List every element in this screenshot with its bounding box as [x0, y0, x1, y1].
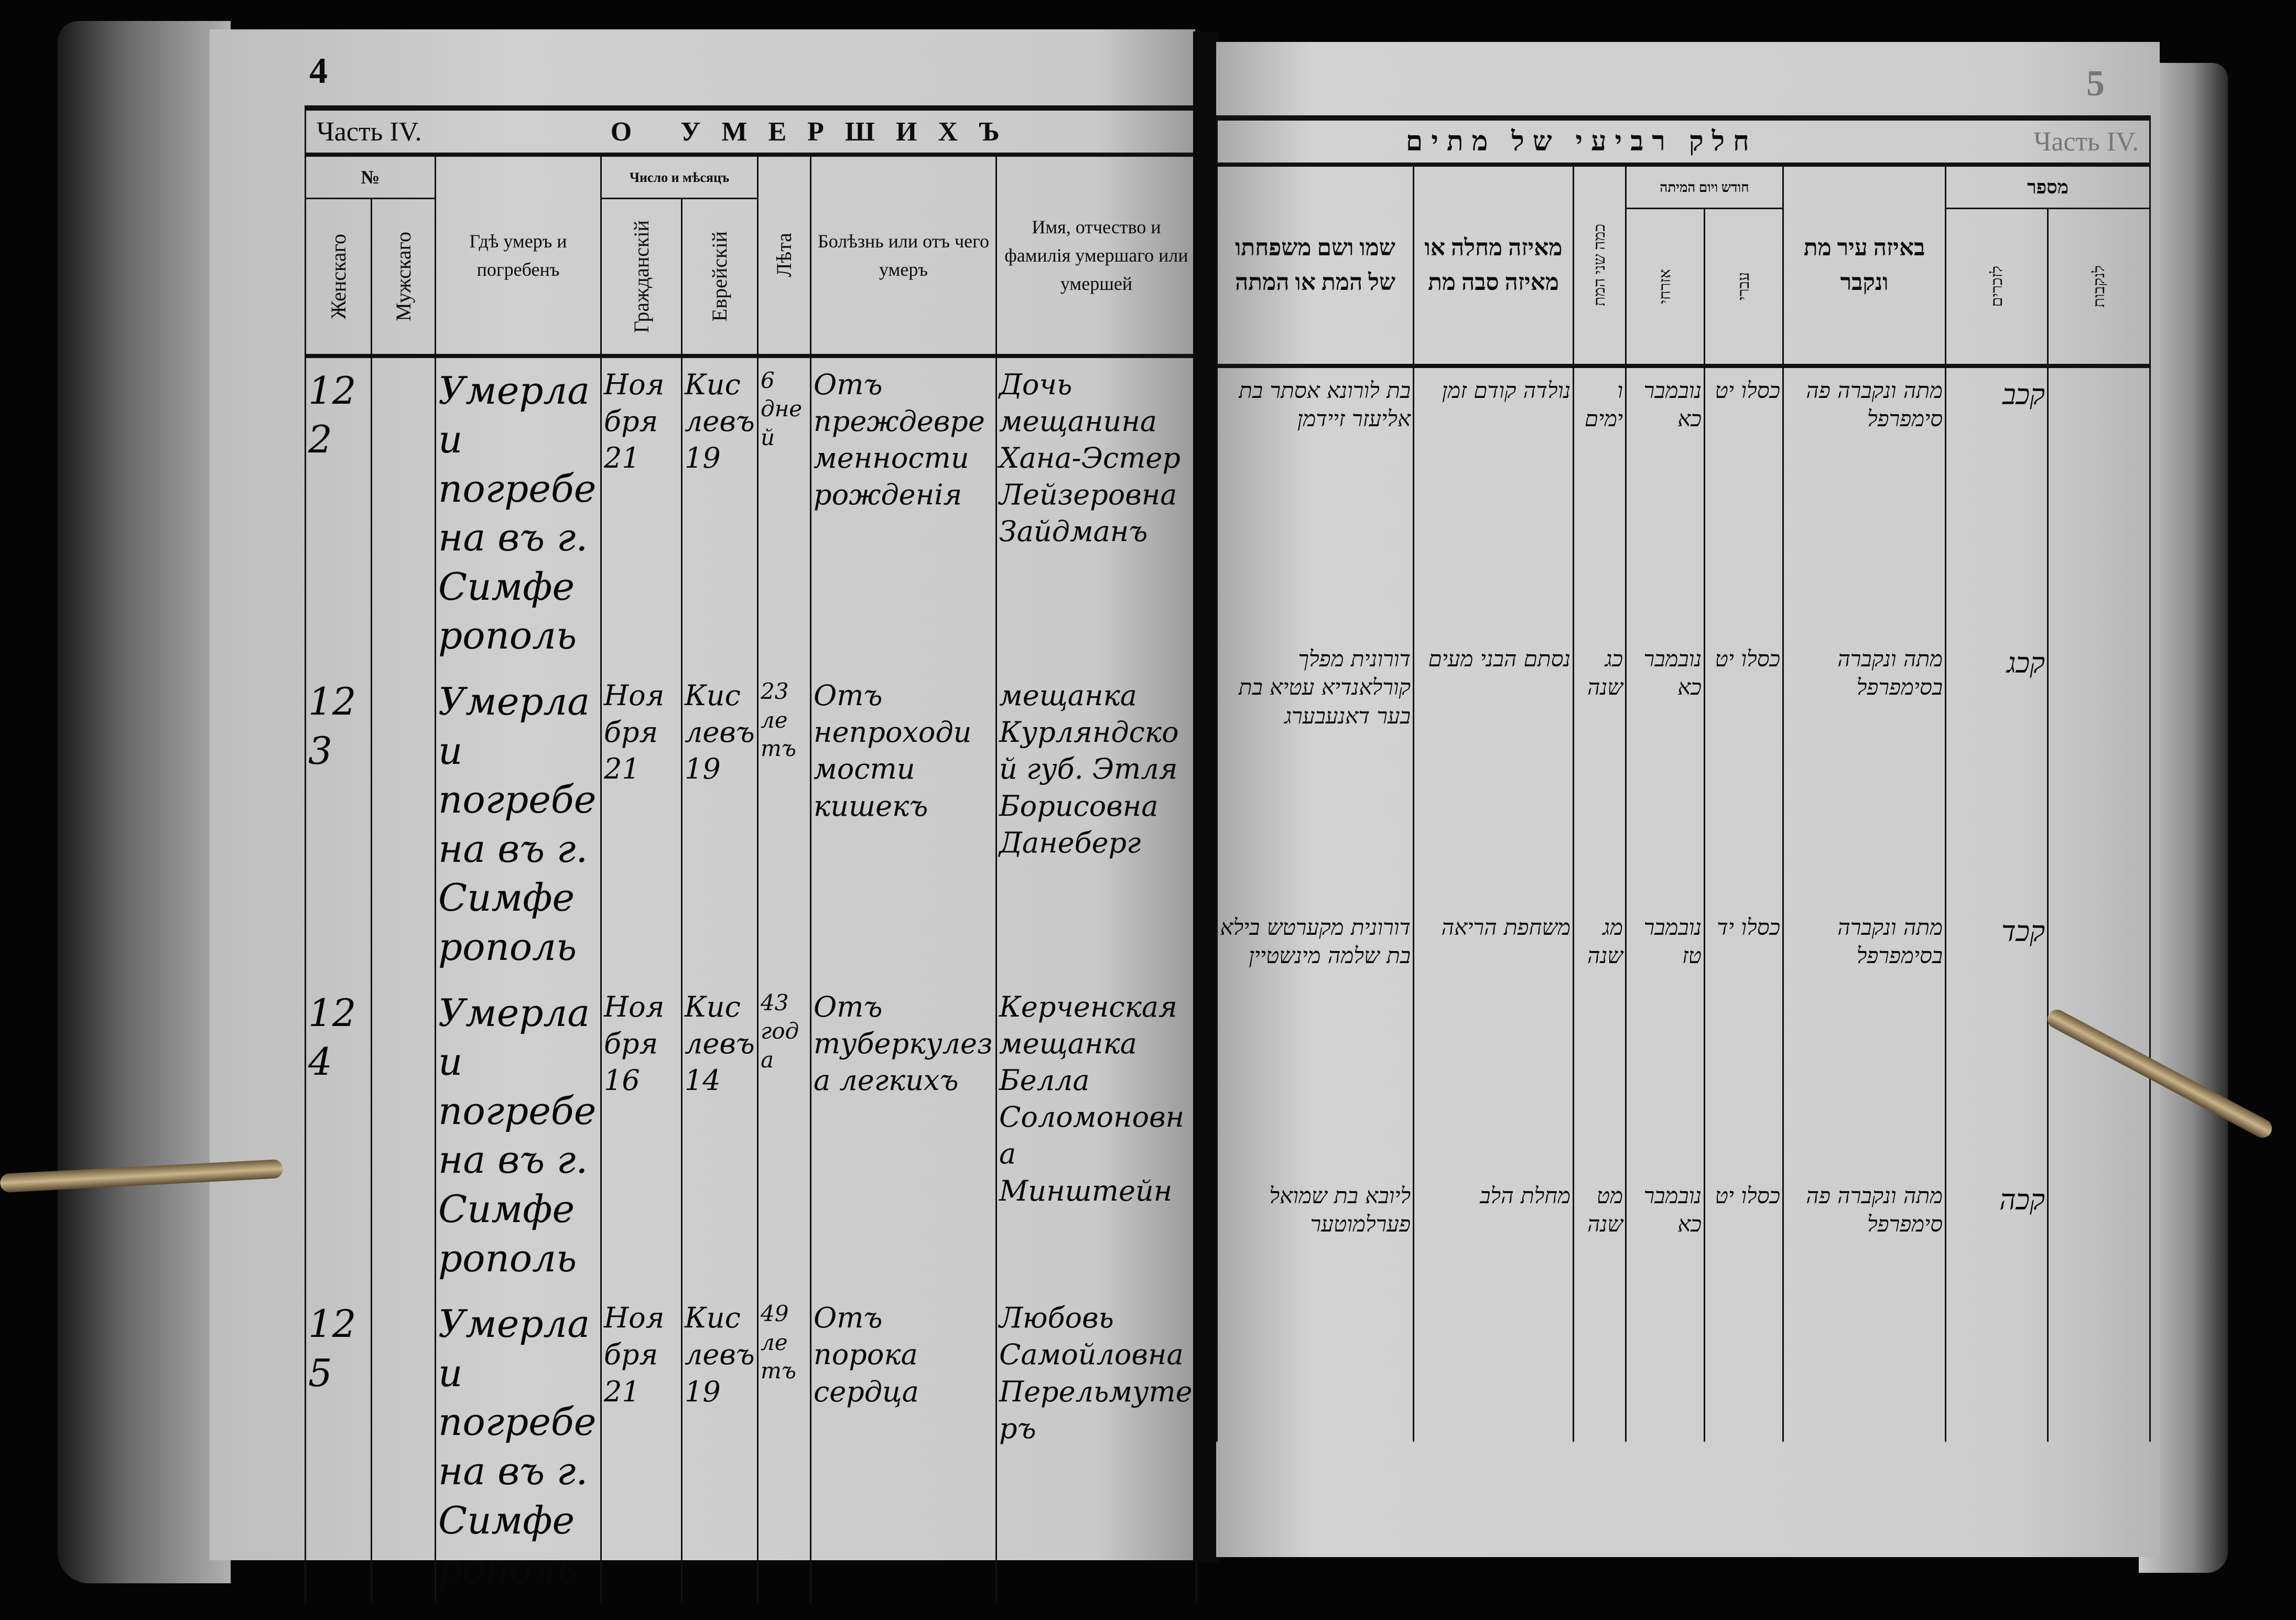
entry-number: 125 [305, 1291, 372, 1603]
entry-age: מט שנה [1573, 1173, 1627, 1442]
entry-number: 124 [305, 980, 372, 1292]
entry-number: קכה [1945, 1173, 2049, 1442]
header-cause: מאיזה מחלה או מאיזה סבה מת [1413, 164, 1575, 366]
entry-place: מתה ונקברה פה סימפרפל [1782, 1173, 1947, 1442]
entry-civil-date: Ноября 21 [600, 1291, 683, 1603]
header-date-group: Число и мѣсяцъ [600, 154, 759, 199]
entry-age: 43 года [757, 980, 811, 1292]
entry-civil-date: נובמבר כא [1625, 363, 1706, 636]
header-jewish-date: Еврейскій [708, 231, 731, 322]
right-page: 5 Часть IV. חלק רביעי של מתים מספר באיזה… [1216, 42, 2160, 1557]
entry-jewish-date: Кислевъ 19 [681, 353, 759, 669]
entry-name: בת לורונא אסתר בת אליעזר זיידמן [1216, 363, 1415, 636]
header-age: כמה שני המת [1591, 224, 1609, 307]
entry-jewish-date: Кислевъ 14 [681, 980, 759, 1292]
entry-place: Умерла и погребена въ г. Симферополь [435, 669, 602, 980]
entry-name: דורונית מפלך קורלאנדיא עטיא בת בער דאנעב… [1216, 636, 1415, 905]
header-age: Лѣта [772, 233, 796, 278]
entry-number: קכג [1945, 636, 2049, 905]
entry-name: ליובא בת שמואל פערלמוטער [1216, 1173, 1415, 1442]
entry-jewish-date: כסלו יט [1704, 363, 1784, 636]
table-row: קכד מתה ונקברה בסימפרפל כסלו יד נובמבר ט… [1216, 904, 2151, 1173]
header-place: באיזה עיר מת ונקבר [1782, 164, 1947, 366]
entry-civil-date: נובמבר כא [1625, 1173, 1706, 1442]
entry-civil-date: נובמבר טז [1625, 904, 1706, 1173]
register-title: О УМЕРШИХЪ [435, 105, 1198, 157]
header-place: Гдѣ умеръ и погребенъ [435, 154, 602, 357]
entry-civil-date: Ноября 21 [600, 669, 683, 980]
header-female: לנקבות [2090, 265, 2108, 308]
entry-place: Умерла и погребена въ г. Симферополь [435, 353, 602, 669]
header-male: Мужскаго [391, 231, 415, 321]
deaths-register-table-he: Часть IV. חלק רביעי של מתים מספר באיזה ע… [1216, 115, 2151, 1442]
entry-place: מתה ונקברה בסימפרפל [1782, 636, 1947, 905]
header-civil-date: אזרחי [1656, 268, 1674, 304]
register-title: חלק רביעי של מתים [1216, 115, 1946, 167]
table-row: קכה מתה ונקברה פה סימפרפל כסלו יט נובמבר… [1216, 1173, 2151, 1442]
header-number-group: מספר [1945, 164, 2151, 209]
header-female: Женскаго [326, 233, 350, 319]
table-row: 123 Умерла и погребена въ г. Симферополь… [305, 669, 1198, 980]
entry-name: דורונית מקערטש בילא בת שלמה מינשטיין [1216, 904, 1415, 1173]
table-row: קכב מתה ונקברה פה סימפרפל כסלו יט נובמבר… [1216, 363, 2151, 636]
entry-number: 122 [305, 353, 372, 669]
table-row: 122 Умерла и погребена въ г. Симферополь… [305, 353, 1198, 669]
entry-cause: נסתם הבני מעים [1413, 636, 1575, 905]
header-date-group: חודש ויום המיתה [1625, 164, 1784, 209]
entry-cause: נולדה קודם זמן [1413, 363, 1575, 636]
entry-number: קכד [1945, 904, 2049, 1173]
header-male: לזכרים [1988, 266, 2006, 307]
header-civil-date: Гражданскій [629, 220, 653, 333]
entry-cause: Отъ преждевременности рожденія [810, 353, 997, 669]
table-row: קכג מתה ונקברה בסימפרפל כסלו יט נובמבר כ… [1216, 636, 2151, 905]
entry-age: 49 летъ [757, 1291, 811, 1603]
page-number: 4 [309, 51, 328, 91]
entry-place: מתה ונקברה פה סימפרפל [1782, 363, 1947, 636]
entry-cause: משחפת הריאה [1413, 904, 1575, 1173]
entry-age: מג שנה [1573, 904, 1627, 1173]
entry-cause: Отъ непроходимости кишекъ [810, 669, 997, 980]
entry-number: קכב [1945, 363, 2049, 636]
entry-cause: Отъ порока сердца [810, 1291, 997, 1603]
page-number: 5 [2086, 63, 2105, 104]
header-name: Имя, отчество и фамилія умершаго или уме… [995, 154, 1198, 357]
entry-place: Умерла и погребена въ г. Симферополь [435, 1291, 602, 1603]
header-number: № [305, 154, 436, 199]
entry-name: мещанка Курляндской губ. Этля Борисовна … [995, 669, 1198, 980]
deaths-register-table-ru: Часть IV. О УМЕРШИХЪ № Гдѣ умеръ и погре… [305, 105, 1198, 1603]
part-label: Часть IV. [305, 105, 436, 157]
entry-age: ו ימים [1573, 363, 1627, 636]
entry-name: Любовь Самойловна Перельмутеръ [995, 1291, 1198, 1603]
entry-civil-date: Ноября 16 [600, 980, 683, 1292]
entry-name: Керченская мещанка Белла Соломоновна Мин… [995, 980, 1198, 1292]
entry-civil-date: Ноября 21 [600, 353, 683, 669]
entry-age: 23 летъ [757, 669, 811, 980]
entry-jewish-date: כסלו יט [1704, 636, 1784, 905]
book-edge-left [58, 21, 231, 1583]
entry-jewish-date: כסלו יט [1704, 1173, 1784, 1442]
entry-name: Дочь мещанина Хана-Эстер Лейзеровна Зайд… [995, 353, 1198, 669]
entry-age: 6 дней [757, 353, 811, 669]
part-label: Часть IV. [1945, 115, 2151, 167]
table-row: 124 Умерла и погребена въ г. Симферополь… [305, 980, 1198, 1292]
entry-jewish-date: Кислевъ 19 [681, 1291, 759, 1603]
header-name: שמו ושם משפחתו של המת או המתה [1216, 164, 1415, 366]
book-gutter [1193, 31, 1219, 1562]
table-row: 125 Умерла и погребена въ г. Симферополь… [305, 1291, 1198, 1603]
header-cause: Болѣзнь или отъ чего умеръ [810, 154, 997, 357]
entry-age: כג שנה [1573, 636, 1627, 905]
entry-jewish-date: כסלו יד [1704, 904, 1784, 1173]
entry-place: Умерла и погребена въ г. Симферополь [435, 980, 602, 1292]
entry-number: 123 [305, 669, 372, 980]
entry-jewish-date: Кислевъ 19 [681, 669, 759, 980]
entry-civil-date: נובמבר כא [1625, 636, 1706, 905]
entry-cause: מחלת הלב [1413, 1173, 1575, 1442]
header-jewish-date: עברי [1735, 272, 1753, 301]
entry-cause: Отъ туберкулеза легкихъ [810, 980, 997, 1292]
left-page: 4 Часть IV. О УМЕРШИХЪ № Гдѣ умеръ и пог… [210, 29, 1198, 1603]
entry-place: מתה ונקברה בסימפרפל [1782, 904, 1947, 1173]
